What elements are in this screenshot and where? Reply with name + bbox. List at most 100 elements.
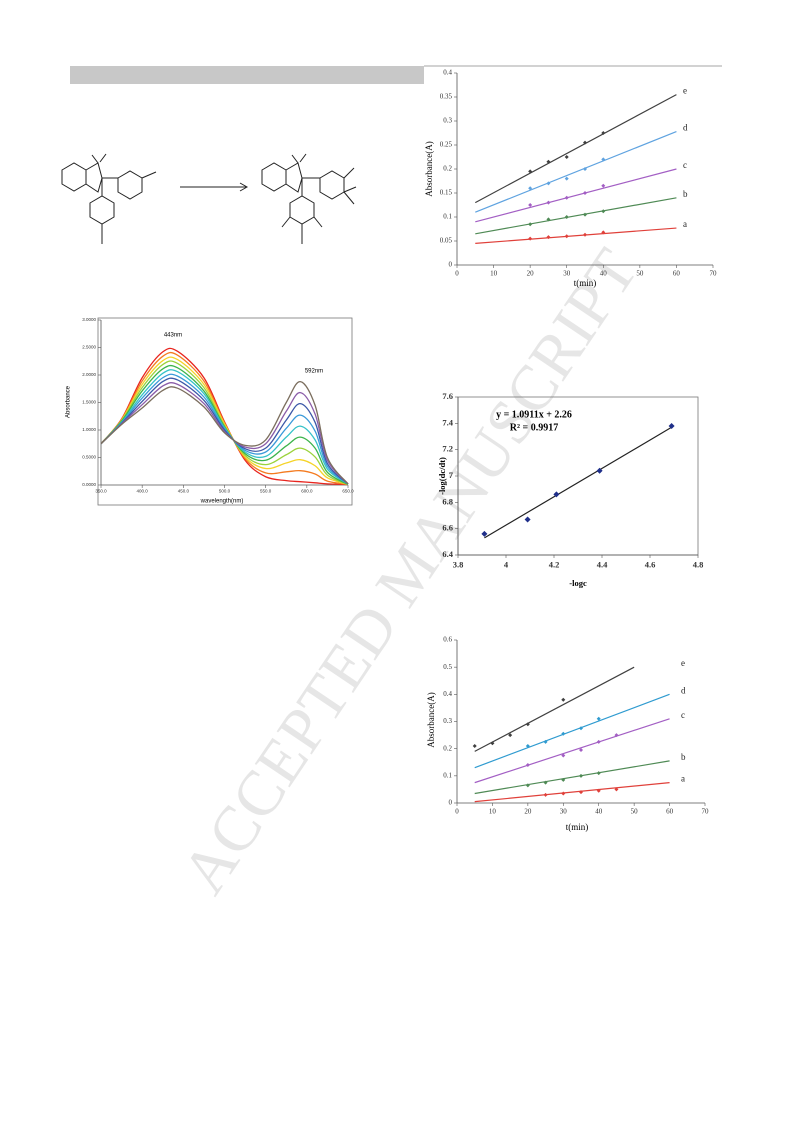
series-label: d xyxy=(681,685,686,695)
y-tick-label: 6.6 xyxy=(442,523,453,533)
annotation: y = 1.0911x + 2.26 xyxy=(496,409,572,420)
bond xyxy=(343,191,355,205)
series-label: c xyxy=(683,160,687,170)
data-point xyxy=(525,722,530,727)
series-label: e xyxy=(681,658,685,668)
data-point xyxy=(481,530,488,537)
fit-line xyxy=(474,666,635,752)
fit-line xyxy=(474,782,670,803)
data-point xyxy=(525,743,530,748)
data-point xyxy=(546,200,551,205)
y-tick-label: 7.2 xyxy=(442,444,453,454)
x-tick-label: 40 xyxy=(595,808,603,816)
x-tick-label: 450.0 xyxy=(178,489,190,494)
fit-line xyxy=(475,227,677,244)
y-tick-label: 0.1 xyxy=(443,213,452,221)
y-tick-label: 0.05 xyxy=(440,237,453,245)
data-point xyxy=(546,181,551,186)
fit-line xyxy=(475,197,677,235)
data-point xyxy=(525,762,530,767)
x-axis-label: -logc xyxy=(569,578,587,588)
series-label: b xyxy=(681,752,686,762)
y-tick-label: 0.5 xyxy=(443,663,452,671)
data-point xyxy=(579,748,583,753)
y-tick-label: 0.2 xyxy=(443,165,452,173)
data-point xyxy=(596,771,601,776)
y-axis-label: Absorbance(A) xyxy=(426,692,436,747)
data-point xyxy=(546,159,551,164)
data-point xyxy=(579,790,583,795)
data-point xyxy=(596,788,601,793)
spectrum-line xyxy=(100,380,349,485)
y-tick-label: 0.25 xyxy=(440,141,453,149)
y-axis-label: Absorbance(A) xyxy=(424,141,434,196)
data-point xyxy=(543,792,548,797)
chart: 0 0.1 0.2 0.3 0.4 0.5 0.6 0 10 20 30 40 50 60 70 t(min)… xyxy=(426,636,709,832)
annotation: 443nm xyxy=(164,333,182,339)
x-tick-label: 4.6 xyxy=(645,559,656,569)
bond xyxy=(99,153,107,163)
y-tick-label: 0 xyxy=(449,261,453,269)
ring xyxy=(289,195,315,225)
chart: 0 0.05 0.1 0.15 0.2 0.25 0.3 0.35 0.4 0 10 20 30 40 50… xyxy=(424,69,717,288)
data-point xyxy=(561,777,566,782)
chart: 6.4 6.6 6.8 7 7.2 7.4 7.6 3.8 4 4.2 4.4 4.6 4.8 -logc… xyxy=(437,391,703,588)
data-point xyxy=(525,783,530,788)
bond xyxy=(291,154,299,164)
x-tick-label: 550.0 xyxy=(260,489,272,494)
data-point xyxy=(564,176,569,181)
x-tick-label: 600.0 xyxy=(301,489,313,494)
bond xyxy=(91,154,99,164)
ring xyxy=(261,162,287,192)
bond xyxy=(141,171,157,179)
data-point xyxy=(546,217,551,222)
y-tick-label: 0.6 xyxy=(443,636,452,644)
bond xyxy=(281,216,291,228)
x-tick-label: 30 xyxy=(560,808,568,816)
x-tick-label: 50 xyxy=(636,270,644,278)
x-tick-label: 70 xyxy=(702,808,710,816)
x-tick-label: 4.2 xyxy=(549,559,560,569)
y-tick-label: 1.5000 xyxy=(82,400,96,405)
y-tick-label: 7.4 xyxy=(442,417,453,427)
ring xyxy=(89,195,115,225)
data-point xyxy=(579,773,583,778)
y-tick-label: 0.3 xyxy=(443,717,452,725)
x-tick-label: 30 xyxy=(563,270,571,278)
x-tick-label: 60 xyxy=(673,270,681,278)
bond xyxy=(313,216,323,228)
x-tick-label: 0 xyxy=(455,808,459,816)
data-point xyxy=(564,195,569,200)
ring xyxy=(85,162,103,193)
y-tick-label: 0.4 xyxy=(443,690,452,698)
data-point xyxy=(528,186,533,191)
y-tick-label: 0.4 xyxy=(443,69,452,77)
fit-line xyxy=(474,760,670,795)
x-tick-label: 4.4 xyxy=(597,559,608,569)
watermark: ACCEPTED MANUSCRIPT xyxy=(168,237,651,906)
fit-line xyxy=(475,131,677,213)
fit-line xyxy=(484,426,672,539)
data-point xyxy=(564,155,569,159)
x-axis-label: t(min) xyxy=(566,822,589,832)
y-tick-label: 0.0000 xyxy=(82,482,96,487)
data-point xyxy=(583,212,587,217)
y-tick-label: 0.35 xyxy=(440,93,453,101)
data-point xyxy=(614,787,619,792)
annotation: 592nm xyxy=(305,369,323,375)
data-point xyxy=(579,726,583,731)
data-point xyxy=(543,739,548,744)
x-tick-label: 10 xyxy=(490,270,498,278)
data-point xyxy=(561,697,566,702)
data-point xyxy=(546,235,551,240)
data-point xyxy=(583,140,587,145)
series-label: e xyxy=(683,86,687,96)
series-label: a xyxy=(683,219,687,229)
y-axis-label: Absorbance xyxy=(66,385,72,418)
y-tick-label: 2.0000 xyxy=(82,372,96,377)
y-tick-label: 0.3 xyxy=(443,117,452,125)
y-tick-label: 2.5000 xyxy=(82,345,96,350)
y-tick-label: 0.5000 xyxy=(82,455,96,460)
data-point xyxy=(524,516,531,523)
